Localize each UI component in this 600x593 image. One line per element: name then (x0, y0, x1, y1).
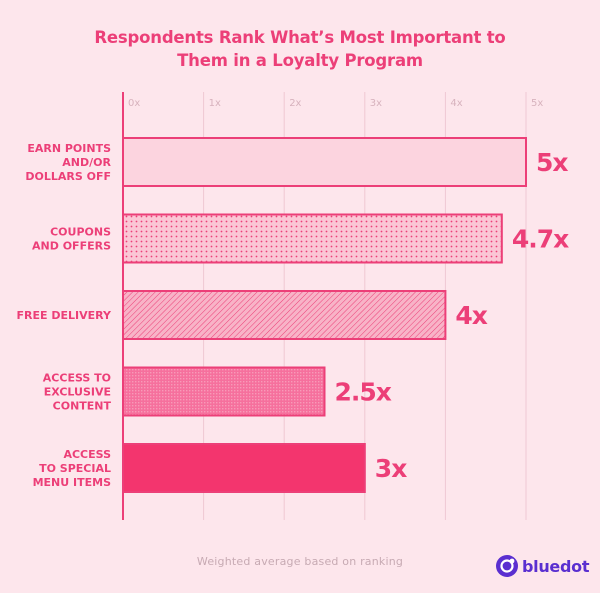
x-tick-label: 3x (370, 98, 382, 109)
category-labels: EARN POINTS AND/OR DOLLARS OFF COUPONS AND O… (17, 142, 112, 489)
x-tick-label: 1x (209, 98, 221, 109)
value-label: 2.5x (335, 378, 392, 407)
x-tick-label: 5x (531, 98, 543, 109)
bluedot-logo-icon (496, 555, 518, 577)
value-label: 4.7x (512, 225, 569, 254)
bluedot-logo: bluedot (496, 554, 589, 578)
bar (122, 290, 447, 340)
category-label: COUPONS AND OFFERS (32, 226, 111, 253)
x-tick-label: 4x (450, 98, 462, 109)
category-label: ACCESS TO EXCLUSIVE CONTENT (43, 372, 112, 413)
bar-chart: 0x 1x 2x 3x 4x 5x EARN POINTS AND/OR DOLLARS OF… (17, 92, 571, 520)
x-tick-label: 0x (128, 98, 140, 109)
chart-title-line-2: Them in a Loyalty Program (177, 51, 423, 70)
value-label: 4x (455, 301, 487, 330)
category-label: FREE DELIVERY (17, 309, 112, 322)
chart-title-line-1: Respondents Rank What’s Most Important t… (94, 28, 506, 47)
value-labels: 5x 4.7x 4x 2.5x 3x (335, 148, 571, 483)
bar (122, 137, 527, 187)
value-label: 5x (536, 148, 568, 177)
x-tick-label: 2x (289, 98, 301, 109)
bar (122, 213, 503, 264)
bar (122, 443, 366, 493)
bluedot-logo-text: bluedot (522, 556, 590, 576)
category-label: ACCESS TO SPECIAL MENU ITEMS (33, 448, 111, 489)
bars (122, 137, 527, 493)
chart-title: Respondents Rank What’s Most Important t… (0, 26, 600, 72)
category-label: EARN POINTS AND/OR DOLLARS OFF (25, 142, 111, 183)
bar (122, 366, 326, 417)
footnote: Weighted average based on ranking (196, 555, 404, 568)
x-tick-labels: 0x 1x 2x 3x 4x 5x (128, 98, 543, 109)
value-label: 3x (375, 454, 407, 483)
